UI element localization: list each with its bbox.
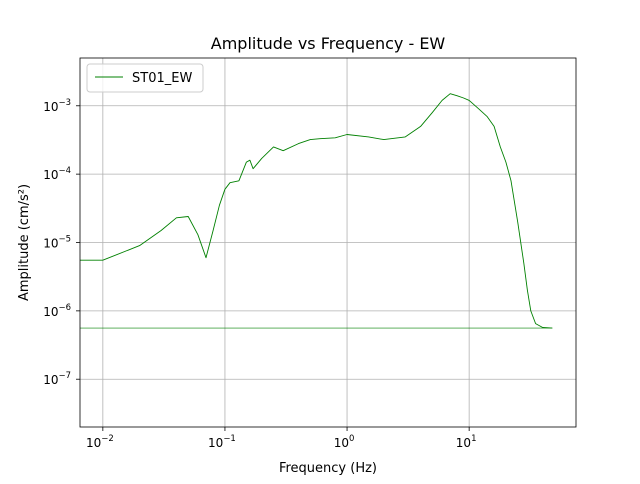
x-axis-ticks: 10−2 10−1 100 101 xyxy=(86,427,477,450)
y-tick-label: 10−7 xyxy=(43,371,71,387)
x-tick-base: 10 xyxy=(334,436,349,450)
y-axis-label: Amplitude (cm/s²) xyxy=(17,184,32,301)
y-tick-exponent: −4 xyxy=(58,166,71,176)
y-tick-exponent: −3 xyxy=(58,98,71,108)
y-tick-exponent: −6 xyxy=(58,303,71,313)
x-tick-base: 10 xyxy=(456,436,471,450)
y-tick-base: 10 xyxy=(43,100,58,114)
chart-title: Amplitude vs Frequency - EW xyxy=(211,34,446,53)
legend: ST01_EW xyxy=(86,63,204,93)
x-tick-base: 10 xyxy=(86,436,101,450)
x-tick-label: 100 xyxy=(334,434,355,450)
x-tick-exponent: −1 xyxy=(223,434,236,444)
y-tick-base: 10 xyxy=(43,305,58,319)
y-axis-ticks: 10−710−610−510−410−3 xyxy=(43,98,80,387)
x-tick-exponent: 0 xyxy=(349,434,354,444)
y-tick-exponent: −7 xyxy=(58,371,71,381)
legend-box xyxy=(86,63,204,93)
y-tick-base: 10 xyxy=(43,237,58,251)
series-line-st01-ew xyxy=(80,93,553,329)
grid-lines xyxy=(80,58,576,427)
y-tick-exponent: −5 xyxy=(58,235,71,245)
series-layer xyxy=(80,93,553,329)
y-tick-label: 10−5 xyxy=(43,235,71,251)
x-axis-label: Frequency (Hz) xyxy=(279,461,377,476)
x-tick-base: 10 xyxy=(208,436,223,450)
y-tick-label: 10−3 xyxy=(43,98,71,114)
y-tick-base: 10 xyxy=(43,373,58,387)
y-tick-label: 10−6 xyxy=(43,303,71,319)
x-tick-exponent: 1 xyxy=(471,434,476,444)
y-tick-base: 10 xyxy=(43,168,58,182)
plot-area xyxy=(79,57,577,428)
legend-label: ST01_EW xyxy=(132,71,192,86)
x-tick-label: 10−1 xyxy=(208,434,236,450)
x-tick-exponent: −2 xyxy=(101,434,114,444)
y-tick-label: 10−4 xyxy=(43,166,71,182)
x-tick-label: 10−2 xyxy=(86,434,114,450)
x-tick-label: 101 xyxy=(456,434,477,450)
